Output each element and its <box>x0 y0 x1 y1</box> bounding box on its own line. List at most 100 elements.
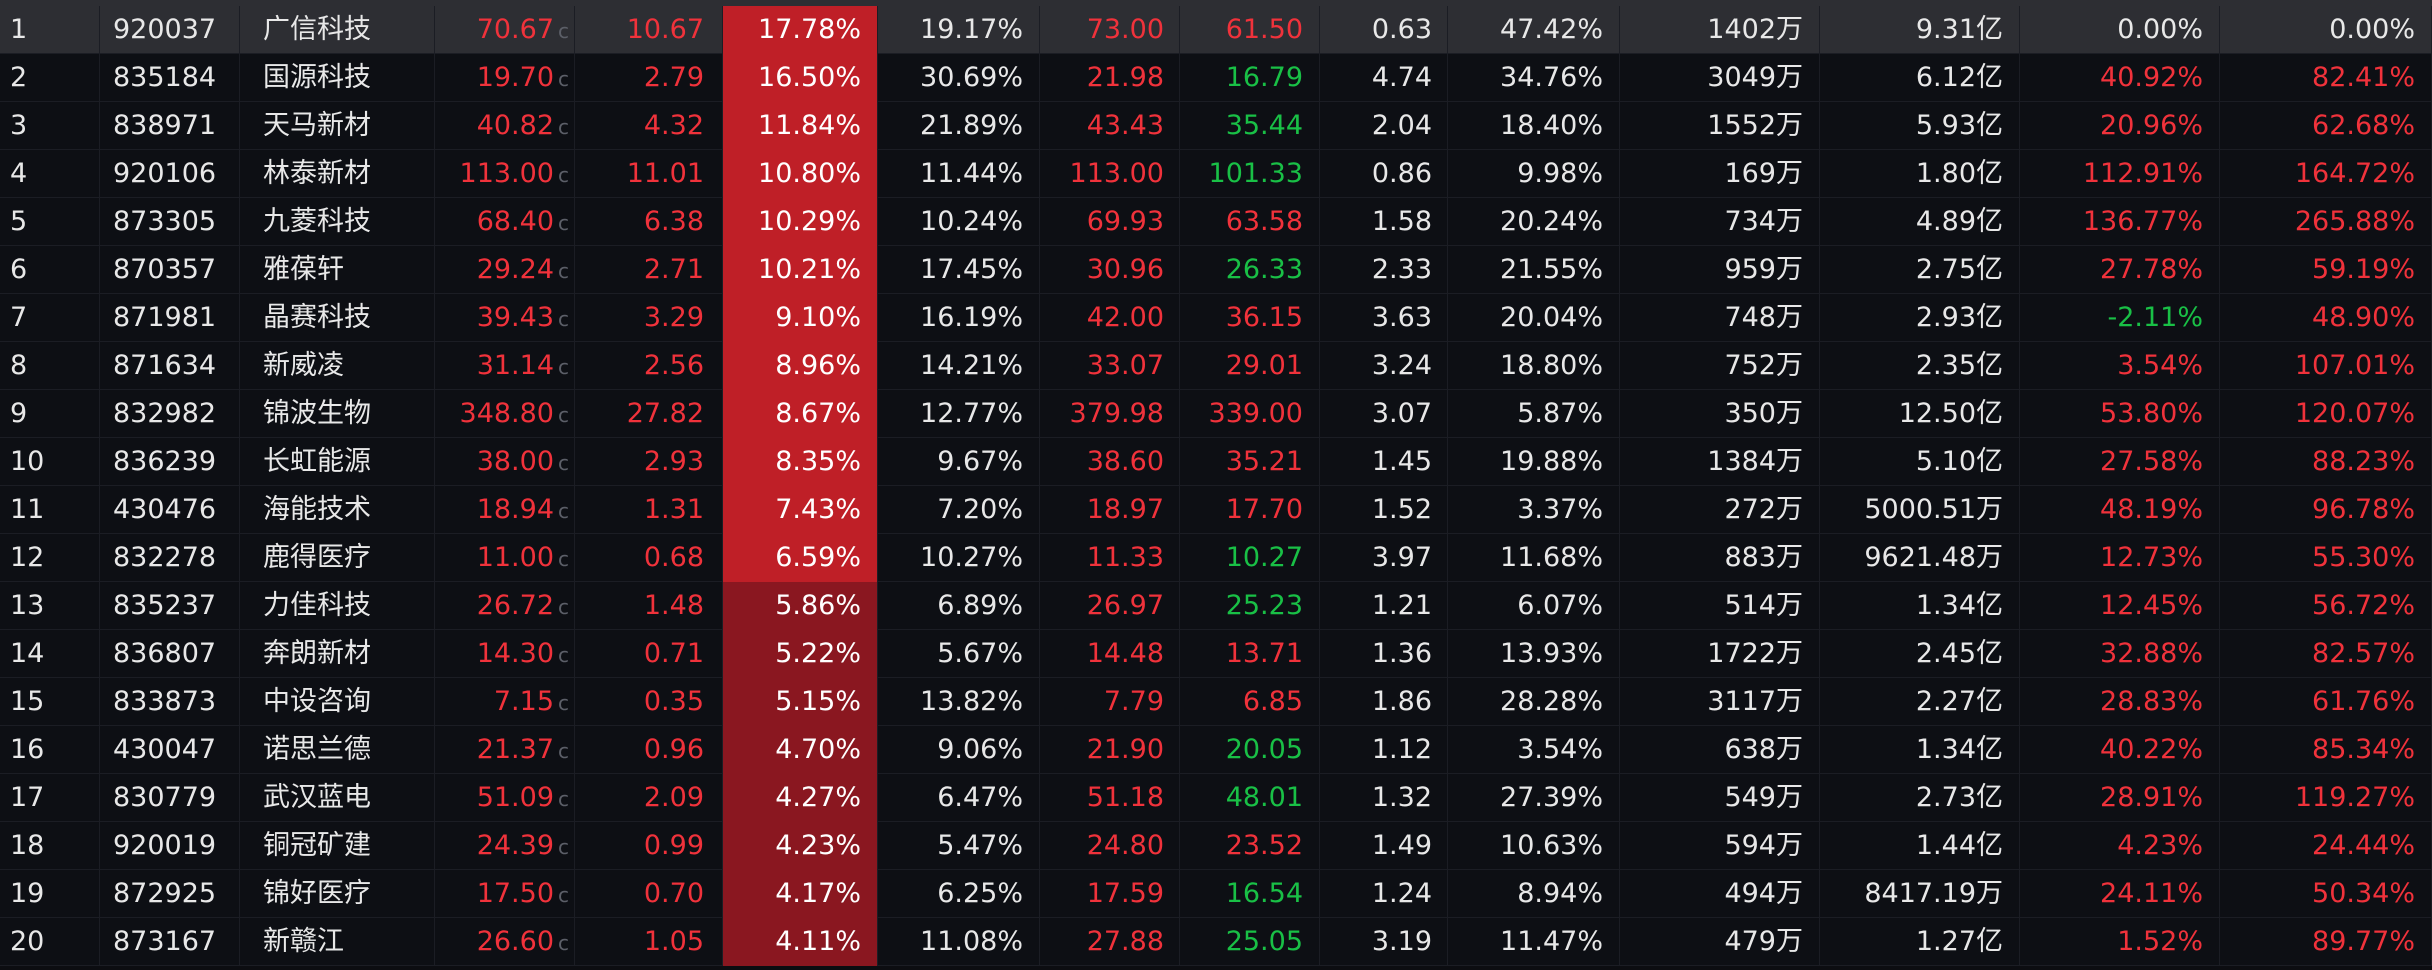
name-cell: 广信科技 <box>240 6 435 54</box>
name-cell: 鹿得医疗 <box>240 534 435 582</box>
name-cell: 国源科技 <box>240 54 435 102</box>
code-cell: 832982 <box>100 390 240 438</box>
change-cell: 1.31 <box>575 486 723 534</box>
price-cell: 19.70 c <box>435 54 575 102</box>
low-cell: 23.52 <box>1180 822 1320 870</box>
change-pct-cell: 17.78% <box>723 6 878 54</box>
amplitude-cell: 11.47% <box>1448 918 1620 966</box>
code-cell: 836239 <box>100 438 240 486</box>
low-cell: 6.85 <box>1180 678 1320 726</box>
low-cell: 16.79 <box>1180 54 1320 102</box>
amplitude-cell: 20.04% <box>1448 294 1620 342</box>
change-cell: 11.01 <box>575 150 723 198</box>
low-cell: 25.05 <box>1180 918 1320 966</box>
high-cell: 113.00 <box>1040 150 1180 198</box>
ratio-cell: 1.49 <box>1320 822 1448 870</box>
turnover-cell: 10.27% <box>878 534 1040 582</box>
high-cell: 7.79 <box>1040 678 1180 726</box>
turnover-cell: 10.24% <box>878 198 1040 246</box>
change-pct-cell: 8.96% <box>723 342 878 390</box>
return-1-cell: 4.23% <box>2020 822 2220 870</box>
name-cell: 铜冠矿建 <box>240 822 435 870</box>
c-marker: c <box>558 403 569 427</box>
table-row[interactable]: 12 832278 鹿得医疗 11.00 c 0.68 6.59% 10.27% 11.33 10… <box>0 534 2432 582</box>
amplitude-cell: 28.28% <box>1448 678 1620 726</box>
turnover-cell: 5.47% <box>878 822 1040 870</box>
table-row[interactable]: 4 920106 林泰新材 113.00 c 11.01 10.80% 11.44% 113.0… <box>0 150 2432 198</box>
amount-cell: 2.75亿 <box>1820 246 2020 294</box>
price-value: 70.67 <box>476 14 554 45</box>
return-2-cell: 96.78% <box>2220 486 2432 534</box>
return-2-cell: 82.41% <box>2220 54 2432 102</box>
low-cell: 25.23 <box>1180 582 1320 630</box>
return-1-cell: 27.78% <box>2020 246 2220 294</box>
table-row[interactable]: 3 838971 天马新材 40.82 c 4.32 11.84% 21.89% 43.43 35… <box>0 102 2432 150</box>
low-cell: 61.50 <box>1180 6 1320 54</box>
table-row[interactable]: 14 836807 奔朗新材 14.30 c 0.71 5.22% 5.67% 14.48 13.… <box>0 630 2432 678</box>
amount-cell: 5.93亿 <box>1820 102 2020 150</box>
high-cell: 38.60 <box>1040 438 1180 486</box>
turnover-cell: 11.08% <box>878 918 1040 966</box>
price-cell: 68.40 c <box>435 198 575 246</box>
table-row[interactable]: 6 870357 雅葆轩 29.24 c 2.71 10.21% 17.45% 30.96 26.… <box>0 246 2432 294</box>
price-value: 113.00 <box>459 158 554 189</box>
table-row[interactable]: 19 872925 锦好医疗 17.50 c 0.70 4.17% 6.25% 17.59 16.… <box>0 870 2432 918</box>
rank-cell: 20 <box>0 918 100 966</box>
amplitude-cell: 47.42% <box>1448 6 1620 54</box>
turnover-cell: 6.89% <box>878 582 1040 630</box>
table-row[interactable]: 20 873167 新赣江 26.60 c 1.05 4.11% 11.08% 27.88 25.… <box>0 918 2432 966</box>
table-row[interactable]: 10 836239 长虹能源 38.00 c 2.93 8.35% 9.67% 38.60 35.… <box>0 438 2432 486</box>
amplitude-cell: 18.80% <box>1448 342 1620 390</box>
rank-cell: 10 <box>0 438 100 486</box>
code-cell: 830779 <box>100 774 240 822</box>
return-1-cell: -2.11% <box>2020 294 2220 342</box>
ratio-cell: 3.63 <box>1320 294 1448 342</box>
high-cell: 11.33 <box>1040 534 1180 582</box>
code-cell: 430047 <box>100 726 240 774</box>
table-row[interactable]: 9 832982 锦波生物 348.80 c 27.82 8.67% 12.77% 379.98… <box>0 390 2432 438</box>
change-cell: 0.68 <box>575 534 723 582</box>
table-row[interactable]: 17 830779 武汉蓝电 51.09 c 2.09 4.27% 6.47% 51.18 48.… <box>0 774 2432 822</box>
table-row[interactable]: 13 835237 力佳科技 26.72 c 1.48 5.86% 6.89% 26.97 25.… <box>0 582 2432 630</box>
volume-cell: 350万 <box>1620 390 1820 438</box>
change-pct-cell: 4.70% <box>723 726 878 774</box>
low-cell: 29.01 <box>1180 342 1320 390</box>
c-marker: c <box>558 547 569 571</box>
name-cell: 长虹能源 <box>240 438 435 486</box>
table-row[interactable]: 16 430047 诺思兰德 21.37 c 0.96 4.70% 9.06% 21.90 20.… <box>0 726 2432 774</box>
low-cell: 63.58 <box>1180 198 1320 246</box>
amount-cell: 2.27亿 <box>1820 678 2020 726</box>
table-row[interactable]: 1 920037 广信科技 70.67 c 10.67 17.78% 19.17% 73.00 6… <box>0 0 2432 54</box>
change-pct-cell: 8.67% <box>723 390 878 438</box>
low-cell: 17.70 <box>1180 486 1320 534</box>
return-1-cell: 53.80% <box>2020 390 2220 438</box>
high-cell: 51.18 <box>1040 774 1180 822</box>
c-marker: c <box>558 67 569 91</box>
rank-cell: 1 <box>0 6 100 54</box>
table-row[interactable]: 8 871634 新威凌 31.14 c 2.56 8.96% 14.21% 33.07 29.0… <box>0 342 2432 390</box>
high-cell: 33.07 <box>1040 342 1180 390</box>
table-row[interactable]: 15 833873 中设咨询 7.15 c 0.35 5.15% 13.82% 7.79 6.85… <box>0 678 2432 726</box>
name-cell: 力佳科技 <box>240 582 435 630</box>
volume-cell: 1402万 <box>1620 6 1820 54</box>
table-row[interactable]: 5 873305 九菱科技 68.40 c 6.38 10.29% 10.24% 69.93 63… <box>0 198 2432 246</box>
table-row[interactable]: 18 920019 铜冠矿建 24.39 c 0.99 4.23% 5.47% 24.80 23.… <box>0 822 2432 870</box>
amplitude-cell: 11.68% <box>1448 534 1620 582</box>
high-cell: 24.80 <box>1040 822 1180 870</box>
name-cell: 九菱科技 <box>240 198 435 246</box>
amplitude-cell: 6.07% <box>1448 582 1620 630</box>
price-cell: 7.15 c <box>435 678 575 726</box>
low-cell: 35.44 <box>1180 102 1320 150</box>
table-row[interactable]: 7 871981 晶赛科技 39.43 c 3.29 9.10% 16.19% 42.00 36.… <box>0 294 2432 342</box>
table-row[interactable]: 2 835184 国源科技 19.70 c 2.79 16.50% 30.69% 21.98 16… <box>0 54 2432 102</box>
return-2-cell: 119.27% <box>2220 774 2432 822</box>
code-cell: 920019 <box>100 822 240 870</box>
volume-cell: 883万 <box>1620 534 1820 582</box>
name-cell: 诺思兰德 <box>240 726 435 774</box>
table-row[interactable]: 11 430476 海能技术 18.94 c 1.31 7.43% 7.20% 18.97 17.… <box>0 486 2432 534</box>
name-cell: 新赣江 <box>240 918 435 966</box>
price-value: 38.00 <box>476 446 554 477</box>
high-cell: 27.88 <box>1040 918 1180 966</box>
change-cell: 0.71 <box>575 630 723 678</box>
ratio-cell: 3.97 <box>1320 534 1448 582</box>
